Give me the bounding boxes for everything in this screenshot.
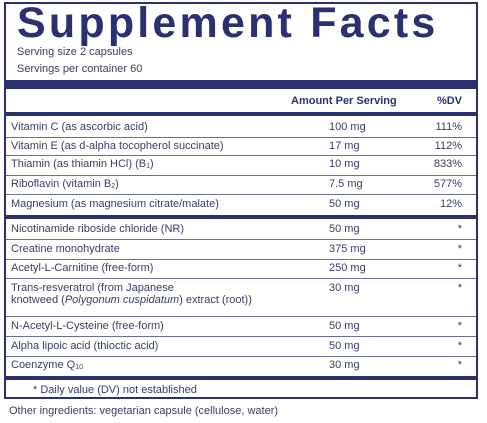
ingredient-dv: * [457, 359, 462, 371]
nutrient-dv: 112% [434, 140, 462, 152]
nutrient-dv: 111% [435, 121, 462, 133]
serving-size: Serving size 2 capsules [17, 46, 133, 58]
nutrient-amount: 100 mg [329, 121, 366, 133]
amount-header: Amount Per Serving [291, 95, 397, 107]
ingredient-name: Trans-resveratrol (from Japanese knotweed… [11, 282, 252, 306]
ingredient-dv: * [457, 223, 462, 235]
nutrient-amount: 10 mg [329, 158, 360, 170]
ingredient-name: Coenzyme Q10 [11, 359, 83, 371]
supplement-facts-panel: Supplement Facts Serving size 2 capsules… [4, 0, 478, 399]
row-divider [6, 336, 476, 337]
servings-per-container: Servings per container 60 [17, 63, 143, 75]
ingredient-dv: * [457, 282, 462, 294]
ingredient-name: N-Acetyl-L-Cysteine (free-form) [11, 320, 164, 332]
ingredient-dv: * [457, 320, 462, 332]
ingredient-amount: 250 mg [329, 262, 366, 274]
nutrient-name: Magnesium (as magnesium citrate/malate) [11, 198, 219, 210]
ingredient-amount: 50 mg [329, 320, 360, 332]
ingredient-dv: * [457, 340, 462, 352]
top-thick-rule [6, 80, 476, 89]
row-divider [6, 239, 476, 240]
dv-footnote: * Daily value (DV) not established [33, 384, 197, 396]
bottom-rule [6, 376, 476, 380]
row-divider [6, 137, 476, 138]
ingredient-name: Nicotinamide riboside chloride (NR) [11, 223, 185, 235]
nutrient-name: Riboflavin (vitamin B2) [11, 178, 119, 190]
header-rule [6, 112, 476, 116]
ingredient-amount: 50 mg [329, 223, 360, 235]
nutrient-amount: 7.5 mg [329, 178, 363, 190]
row-divider [6, 316, 476, 317]
nutrient-amount: 17 mg [329, 140, 360, 152]
nutrient-dv: 12% [439, 198, 462, 210]
section-rule [6, 215, 476, 219]
ingredient-dv: * [457, 262, 462, 274]
ingredient-amount: 375 mg [329, 243, 366, 255]
ingredient-amount: 30 mg [329, 282, 360, 294]
ingredient-amount: 30 mg [329, 359, 360, 371]
ingredient-name: Creatine monohydrate [11, 243, 120, 255]
row-divider [6, 278, 476, 279]
row-divider [6, 175, 476, 176]
row-divider [6, 155, 476, 156]
dv-header: %DV [436, 95, 462, 107]
other-ingredients: Other ingredients: vegetarian capsule (c… [9, 405, 279, 417]
nutrient-name: Thiamin (as thiamin HCl) (B1) [11, 158, 154, 170]
nutrient-name: Vitamin C (as ascorbic acid) [11, 121, 148, 133]
ingredient-name: Acetyl-L-Carnitine (free-form) [11, 262, 154, 274]
row-divider [6, 356, 476, 357]
row-divider [6, 194, 476, 195]
row-divider [6, 259, 476, 260]
nutrient-name: Vitamin E (as d-alpha tocopherol succina… [11, 140, 224, 152]
nutrient-dv: 577% [433, 178, 462, 190]
nutrient-dv: 833% [433, 158, 462, 170]
ingredient-dv: * [457, 243, 462, 255]
ingredient-name: Alpha lipoic acid (thioctic acid) [11, 340, 159, 352]
ingredient-amount: 50 mg [329, 340, 360, 352]
nutrient-amount: 50 mg [329, 198, 360, 210]
panel-title: Supplement Facts [17, 0, 439, 47]
